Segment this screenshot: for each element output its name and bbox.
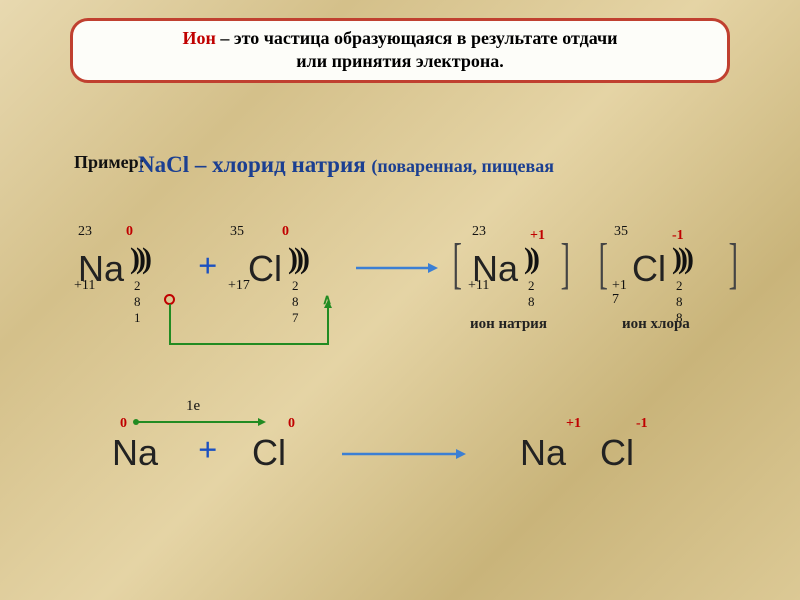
definition-box: Ион – это частица образующаяся в результ… (70, 18, 730, 83)
cl2-ion: -1 Cl (600, 432, 634, 474)
na-ion: 23 Na +11 )) 2 8 (472, 248, 518, 290)
cl-ion-label: ион хлора (622, 316, 690, 333)
arrow-right-icon (354, 258, 440, 278)
plus-2: + (198, 432, 217, 470)
na-ion-atomic: +11 (468, 278, 489, 294)
na2-symbol: Na (112, 432, 158, 473)
definition-body1: – это частица образующаяся в результате … (216, 28, 618, 48)
bracket-right2-icon: ] (729, 232, 738, 296)
cl-mass: 35 (230, 224, 244, 240)
cl-ion-atomic-b: 7 (612, 292, 619, 308)
na-ion-label: ион натрия (470, 316, 547, 333)
compound-title: NaCl – хлорид натрия (поваренная, пищева… (138, 152, 554, 178)
bracket-left-icon: [ (453, 232, 462, 296)
electron-transfer-arrow-icon (160, 300, 360, 370)
compound-main: NaCl – хлорид натрия (138, 152, 366, 177)
na-counts: 2 8 1 (134, 278, 147, 326)
cl-atomic: +17 (228, 278, 250, 294)
cl-ion-symbol: Cl (632, 248, 666, 289)
na2-ion: +1 Na (520, 432, 566, 474)
cl-ion-mass: 35 (614, 224, 628, 240)
cl-symbol: Cl (248, 248, 282, 289)
na-ion-charge: +1 (530, 228, 545, 244)
cl2-ion-charge: -1 (636, 416, 648, 432)
cl-atom: 35 0 Cl +17 ))) 2 8 7 (248, 248, 282, 290)
na2-ion-symbol: Na (520, 432, 566, 473)
na2-ion-charge: +1 (566, 416, 581, 432)
na-atom: 23 0 Na +11 ))) 2 8 1 (78, 248, 124, 290)
na-atomic: +11 (74, 278, 95, 294)
cl2-charge: 0 (288, 416, 295, 432)
cl-ion-shells: ))) (672, 242, 690, 276)
transfer-e-label: 1e (186, 398, 200, 415)
compound-note: (поваренная, пищевая (371, 156, 554, 176)
transfer-line-icon (130, 414, 270, 430)
cl2-symbol: Cl (252, 432, 286, 473)
cl-shells: ))) (288, 242, 306, 276)
cl-charge: 0 (282, 224, 289, 240)
na-charge: 0 (126, 224, 133, 240)
na-shells: ))) (130, 242, 148, 276)
cl2: 0 Cl (252, 432, 286, 474)
na2-charge: 0 (120, 416, 127, 432)
definition-term: Ион (182, 28, 215, 48)
na2: 0 Na (112, 432, 158, 474)
na-mass: 23 (78, 224, 92, 240)
definition-body2: или принятия электрона. (296, 51, 504, 71)
plus-1: + (198, 248, 217, 286)
na-ion-counts: 2 8 (528, 278, 541, 310)
cl2-ion-symbol: Cl (600, 432, 634, 473)
arrow-right2-icon (340, 444, 470, 464)
na-ion-shells: )) (524, 242, 536, 276)
example-label: Пример: (74, 152, 145, 173)
cl-ion-charge: -1 (672, 228, 684, 244)
cl-ion: 35 Cl +1 7 ))) 2 8 8 (632, 248, 666, 290)
bracket-right-icon: ] (561, 232, 570, 296)
bracket-left2-icon: [ (599, 232, 608, 296)
na-ion-mass: 23 (472, 224, 486, 240)
